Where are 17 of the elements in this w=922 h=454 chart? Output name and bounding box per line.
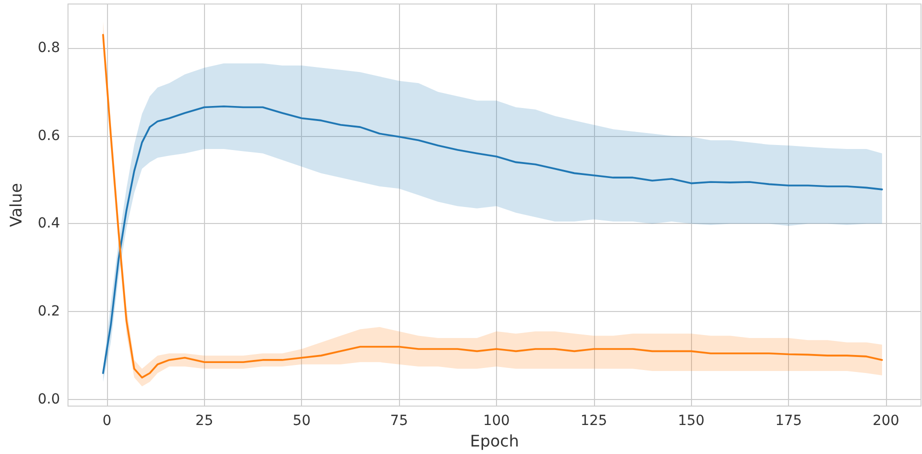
x-tick-label: 100 [483,413,510,430]
x-tick-label: 50 [292,413,311,430]
x-tick-label: 150 [678,413,705,430]
y-tick-label: 0.0 [38,392,60,408]
x-axis-title: Epoch [470,432,519,450]
y-tick-label: 0.6 [38,128,60,144]
y-tick-label: 0.4 [38,216,60,232]
y-tick-label: 0.8 [38,40,60,56]
x-tick-label: 25 [195,413,214,430]
x-tick-label: 200 [872,413,900,430]
y-tick-label: 0.2 [38,304,60,320]
x-tick-label: 75 [390,413,408,430]
x-tick-label: 0 [102,413,112,430]
x-tick-label: 125 [580,413,608,430]
y-axis-title: Value [6,183,26,228]
line-series [102,105,883,374]
x-tick-label: 175 [775,413,802,430]
